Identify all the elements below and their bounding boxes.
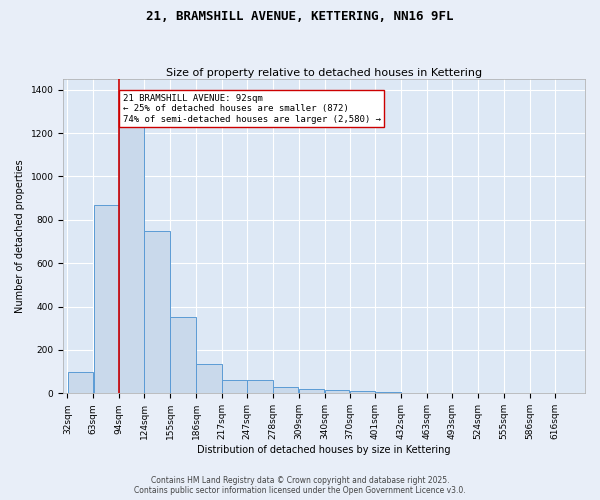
Bar [350, 391, 375, 394]
Bar [376, 392, 401, 394]
Bar [247, 380, 272, 394]
Text: Contains HM Land Registry data © Crown copyright and database right 2025.
Contai: Contains HM Land Registry data © Crown c… [134, 476, 466, 495]
Bar [94, 204, 119, 394]
Bar [299, 389, 325, 394]
Bar [401, 392, 427, 394]
Bar [273, 388, 298, 394]
Title: Size of property relative to detached houses in Kettering: Size of property relative to detached ho… [166, 68, 482, 78]
X-axis label: Distribution of detached houses by size in Kettering: Distribution of detached houses by size … [197, 445, 451, 455]
Text: 21, BRAMSHILL AVENUE, KETTERING, NN16 9FL: 21, BRAMSHILL AVENUE, KETTERING, NN16 9F… [146, 10, 454, 23]
Bar [196, 364, 221, 394]
Bar [222, 380, 247, 394]
Bar [68, 372, 93, 394]
Bar [145, 230, 170, 394]
Text: 21 BRAMSHILL AVENUE: 92sqm
← 25% of detached houses are smaller (872)
74% of sem: 21 BRAMSHILL AVENUE: 92sqm ← 25% of deta… [122, 94, 380, 124]
Bar [325, 390, 349, 394]
Y-axis label: Number of detached properties: Number of detached properties [15, 159, 25, 313]
Bar [170, 318, 196, 394]
Bar [119, 100, 144, 394]
